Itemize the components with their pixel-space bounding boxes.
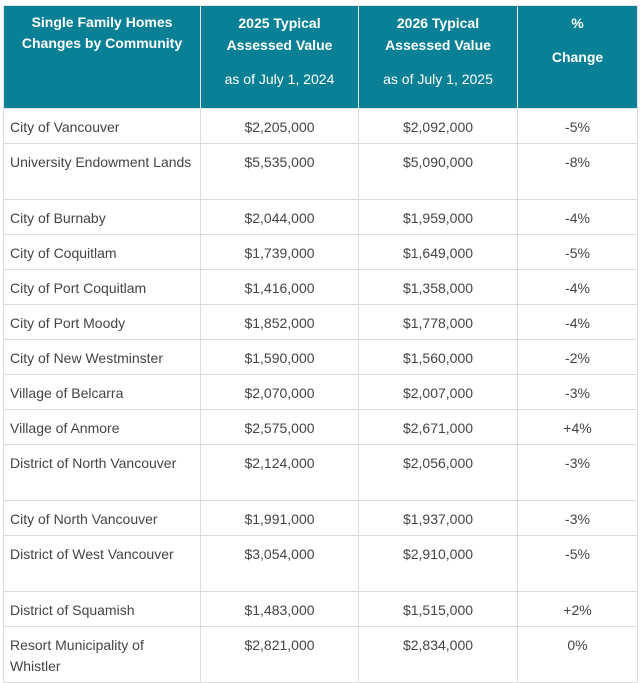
community-cell: City of Coquitlam — [3, 234, 201, 270]
value-2026-cell: $1,649,000 — [358, 234, 518, 270]
value-2025-cell: $2,821,000 — [200, 626, 359, 683]
change-cell: -5% — [517, 108, 638, 144]
value-2025-cell: $2,575,000 — [200, 409, 359, 445]
value-2026-cell: $2,671,000 — [358, 409, 518, 445]
table-row: University Endowment Lands $5,535,000 $5,0… — [3, 143, 638, 200]
table-row: City of Port Moody $1,852,000 $1,778,000 -4… — [3, 304, 638, 340]
value-2025-cell: $1,991,000 — [200, 500, 359, 536]
community-cell: City of Port Coquitlam — [3, 269, 201, 305]
header-change-title: Change — [551, 49, 604, 65]
value-2025-cell: $2,124,000 — [200, 444, 359, 501]
table-row: City of Burnaby $2,044,000 $1,959,000 -4% — [3, 199, 638, 235]
value-2025-cell: $1,416,000 — [200, 269, 359, 305]
community-cell: City of Burnaby — [3, 199, 201, 235]
community-cell: Village of Belcarra — [3, 374, 201, 410]
community-cell: City of Vancouver — [3, 108, 201, 144]
change-cell: -5% — [517, 234, 638, 270]
value-2025-cell: $5,535,000 — [200, 143, 359, 200]
header-2026-title: 2026 Typical Assessed Value — [385, 15, 491, 53]
header-2025: 2025 Typical Assessed Value as of July 1,… — [200, 5, 359, 109]
community-cell: District of Squamish — [3, 591, 201, 627]
header-2025-title: 2025 Typical Assessed Value — [226, 15, 333, 53]
value-2026-cell: $2,834,000 — [358, 626, 518, 683]
community-cell: City of New Westminster — [3, 339, 201, 375]
table-row: District of West Vancouver $3,054,000 $2,9… — [3, 535, 638, 592]
value-2026-cell: $1,515,000 — [358, 591, 518, 627]
value-2026-cell: $1,560,000 — [358, 339, 518, 375]
change-cell: 0% — [517, 626, 638, 683]
table-row: City of Port Coquitlam $1,416,000 $1,358,0… — [3, 269, 638, 305]
value-2026-cell: $2,056,000 — [358, 444, 518, 501]
community-cell: Village of Anmore — [3, 409, 201, 445]
header-2026-sub: as of July 1, 2025 — [383, 71, 493, 87]
community-cell: Resort Municipality of Whistler — [3, 626, 201, 683]
value-2025-cell: $1,483,000 — [200, 591, 359, 627]
value-2025-cell: $1,852,000 — [200, 304, 359, 340]
table-row: City of Vancouver $2,205,000 $2,092,000 -5% — [3, 108, 638, 144]
header-change-symbol: % — [571, 15, 584, 31]
header-change: % Change — [517, 5, 638, 109]
community-cell: University Endowment Lands — [3, 143, 201, 200]
change-cell: -8% — [517, 143, 638, 200]
change-cell: -4% — [517, 269, 638, 305]
value-2026-cell: $2,910,000 — [358, 535, 518, 592]
table-row: District of Squamish $1,483,000 $1,515,000… — [3, 591, 638, 627]
change-cell: -4% — [517, 304, 638, 340]
table-row: City of New Westminster $1,590,000 $1,560,… — [3, 339, 638, 375]
table-row: District of North Vancouver $2,124,000 $2,… — [3, 444, 638, 501]
value-2026-cell: $1,358,000 — [358, 269, 518, 305]
change-cell: +4% — [517, 409, 638, 445]
change-cell: -2% — [517, 339, 638, 375]
header-community: Single Family Homes Changes by Community — [3, 5, 201, 109]
value-2026-cell: $1,778,000 — [358, 304, 518, 340]
value-2026-cell: $1,959,000 — [358, 199, 518, 235]
change-cell: -4% — [517, 199, 638, 235]
community-cell: District of West Vancouver — [3, 535, 201, 592]
assessment-table: Single Family Homes Changes by Community… — [3, 5, 638, 683]
value-2025-cell: $2,205,000 — [200, 108, 359, 144]
value-2025-cell: $2,044,000 — [200, 199, 359, 235]
table-row: Village of Belcarra $2,070,000 $2,007,000-… — [3, 374, 638, 410]
table-row: City of North Vancouver $1,991,000 $1,937,… — [3, 500, 638, 536]
value-2026-cell: $5,090,000 — [358, 143, 518, 200]
change-cell: +2% — [517, 591, 638, 627]
table-row: Village of Anmore $2,575,000 $2,671,000 +4% — [3, 409, 638, 445]
community-cell: City of North Vancouver — [3, 500, 201, 536]
header-row: Single Family Homes Changes by Community… — [3, 5, 638, 109]
header-2026: 2026 Typical Assessed Value as of July 1,… — [358, 5, 518, 109]
header-2025-sub: as of July 1, 2024 — [224, 71, 335, 87]
change-cell: -5% — [517, 535, 638, 592]
community-cell: District of North Vancouver — [3, 444, 201, 501]
table-row: City of Coquitlam $1,739,000 $1,649,000 -5% — [3, 234, 638, 270]
value-2026-cell: $2,092,000 — [358, 108, 518, 144]
value-2026-cell: $2,007,000 — [358, 374, 518, 410]
value-2025-cell: $3,054,000 — [200, 535, 359, 592]
change-cell: -3% — [517, 444, 638, 501]
value-2025-cell: $1,739,000 — [200, 234, 359, 270]
value-2026-cell: $1,937,000 — [358, 500, 518, 536]
change-cell: -3% — [517, 500, 638, 536]
community-cell: City of Port Moody — [3, 304, 201, 340]
value-2025-cell: $1,590,000 — [200, 339, 359, 375]
change-cell: -3% — [517, 374, 638, 410]
table-row: Resort Municipality of Whistler $2,821,00… — [3, 626, 638, 683]
value-2025-cell: $2,070,000 — [200, 374, 359, 410]
